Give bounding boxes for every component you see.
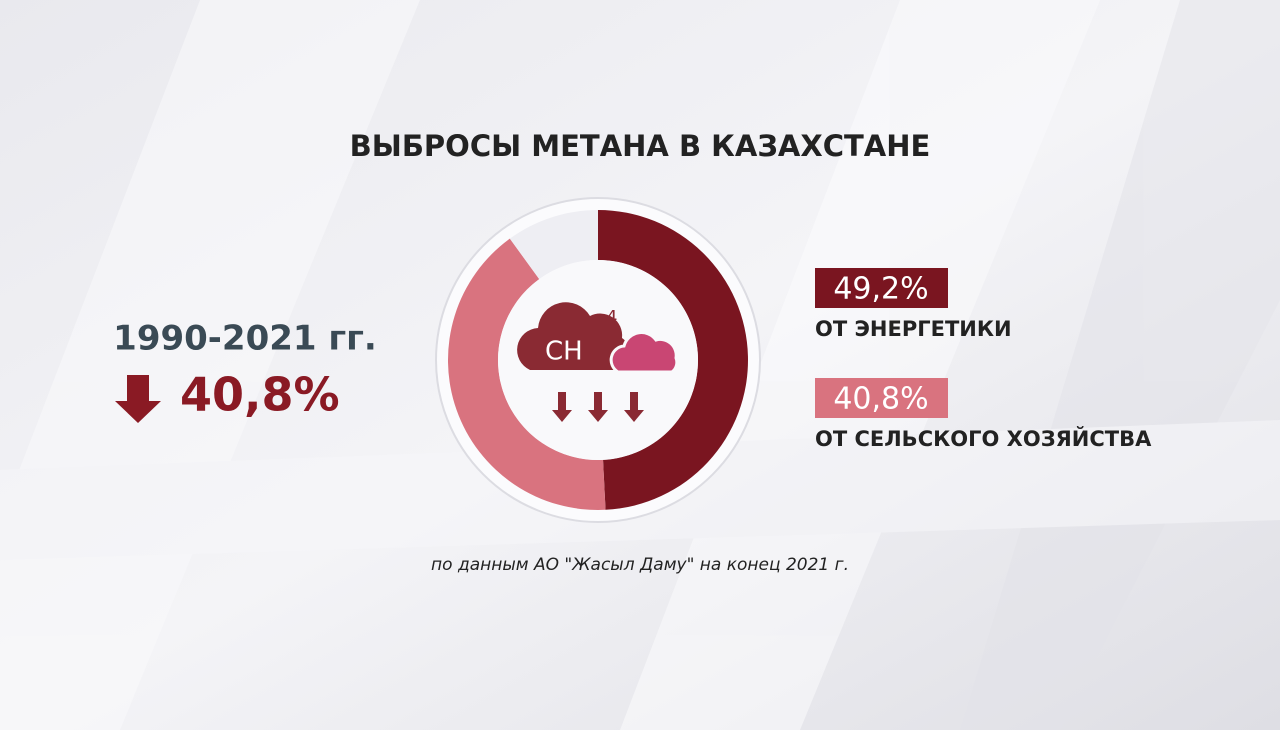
- source-note: по данным АО "Жасыл Даму" на конец 2021 …: [431, 555, 849, 575]
- legend-swatch: [815, 378, 948, 418]
- methane-icon: [517, 302, 679, 422]
- donut-segment: [448, 238, 606, 511]
- donut: [448, 210, 748, 511]
- period-label: 1990-2021 гг.: [113, 319, 377, 359]
- chart-title: ВЫБРОСЫ МЕТАНА В КАЗАХСТАНЕ: [350, 129, 931, 163]
- legend-label: ОТ СЕЛЬСКОГО ХОЗЯЙСТВА: [815, 426, 1152, 451]
- icon-subscript: 4: [606, 307, 617, 328]
- down-arrow: [115, 375, 161, 423]
- value-label: 40,8%: [833, 382, 928, 417]
- legend-label: ОТ ЭНЕРГЕТИКИ: [815, 317, 1012, 341]
- legend: 49,2% ОТ ЭНЕРГЕТИКИ 40,8% ОТ СЕЛЬСКОГО ХОЗЯ…: [815, 268, 1152, 451]
- value-label: 49,2%: [833, 272, 928, 307]
- donut-segment: [598, 210, 748, 510]
- icon-text: CH: [545, 337, 583, 367]
- change-value: 40,8%: [180, 368, 340, 422]
- donut-segment: [509, 210, 598, 280]
- legend-swatch: [815, 268, 948, 308]
